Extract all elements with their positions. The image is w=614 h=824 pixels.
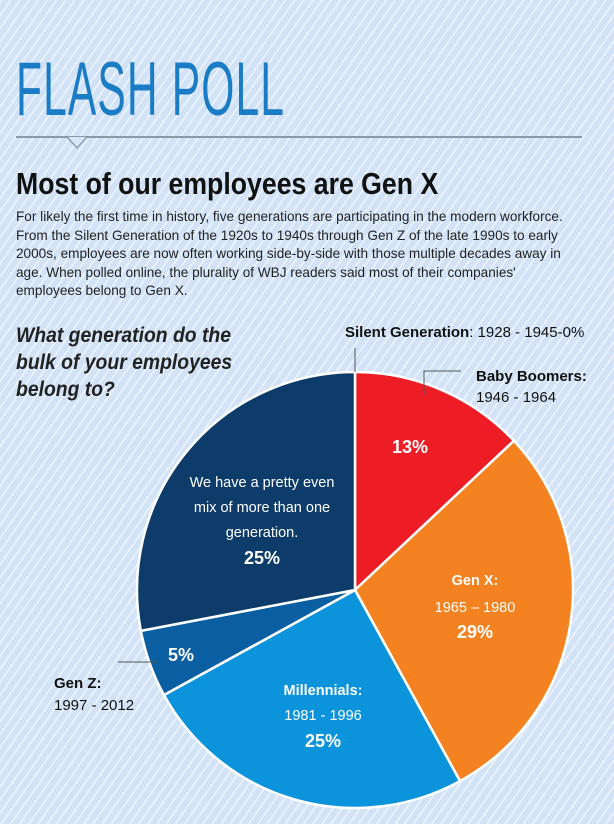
pct-mixed: 25% xyxy=(244,548,280,568)
leader-boomers xyxy=(423,370,461,395)
divider-notch-inner xyxy=(68,137,86,147)
label-silent: Silent Generation: 1928 - 1945-0% xyxy=(345,324,584,341)
label-boomers-years: 1946 - 1964 xyxy=(476,389,556,406)
pct-boomers: 13% xyxy=(392,437,428,457)
intro-paragraph: For likely the first time in history, fi… xyxy=(16,209,563,299)
headline: Most of our employees are Gen X xyxy=(16,166,439,201)
pct-millennials: 25% xyxy=(305,731,341,751)
divider xyxy=(16,136,582,138)
label-genz-years: 1997 - 2012 xyxy=(54,697,134,714)
chart-title: What generation do the bulk of your empl… xyxy=(16,323,233,401)
label-mixed-line3: generation. xyxy=(226,525,299,541)
label-millennials-years: 1981 - 1996 xyxy=(284,708,361,724)
pct-genx: 29% xyxy=(457,622,493,642)
label-genx-years: 1965 – 1980 xyxy=(435,600,516,616)
label-mixed-line1: We have a pretty even xyxy=(190,475,335,491)
pie-slice-millennials xyxy=(162,588,462,810)
pie-slice-baby xyxy=(353,370,516,593)
label-genx-name: Gen X: xyxy=(452,573,499,589)
pie-slice-we xyxy=(135,370,357,633)
label-millennials-name: Millennials: xyxy=(284,683,363,699)
pie-slice-gen xyxy=(353,439,575,783)
label-mixed-line2: mix of more than one xyxy=(194,500,330,516)
flash-poll-title: FLASH POLL xyxy=(16,47,286,132)
pct-genz: 5% xyxy=(168,645,194,665)
label-genz-name: Gen Z: xyxy=(54,675,102,692)
label-boomers-name: Baby Boomers: xyxy=(476,368,587,385)
